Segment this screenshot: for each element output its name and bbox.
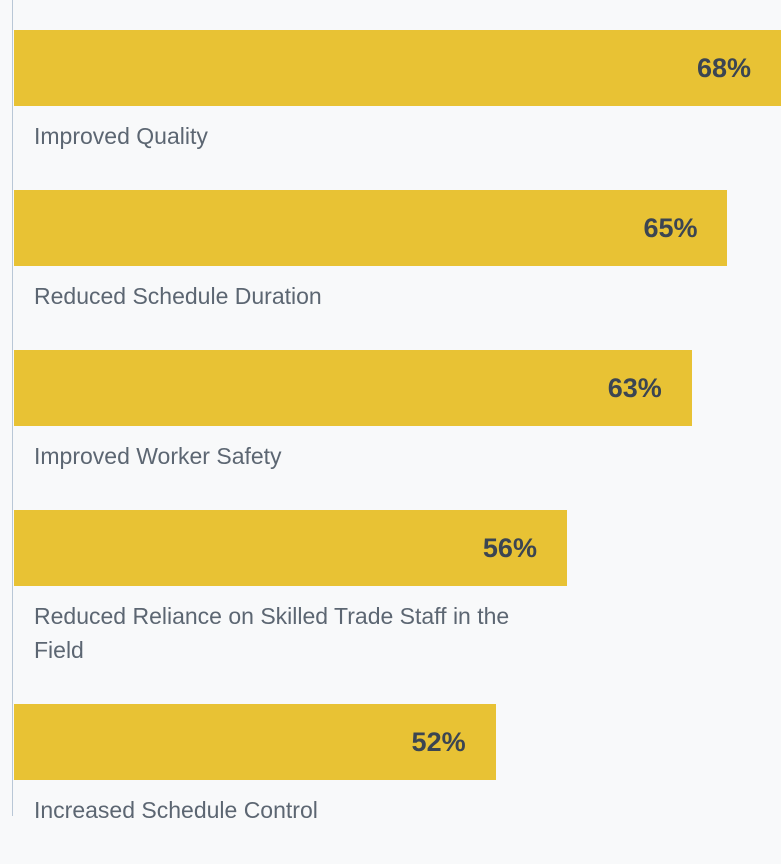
bar-item: 63% Improved Worker Safety: [14, 350, 781, 473]
bar-item: 65% Reduced Schedule Duration: [14, 190, 781, 313]
bar-item: 68% Improved Quality: [14, 30, 781, 153]
bar: 52%: [14, 704, 496, 780]
bar-item: 52% Increased Schedule Control: [14, 704, 781, 827]
bar: 68%: [14, 30, 781, 106]
value-label: 63%: [607, 373, 662, 403]
axis-line: [12, 0, 13, 816]
category-label: Reduced Reliance on Skilled Trade Staff …: [34, 603, 510, 663]
bar: 65%: [14, 190, 728, 266]
chart: 68% Improved Quality 65% Reduced Schedule D…: [14, 30, 781, 864]
bar: 56%: [14, 510, 567, 586]
category-label: Increased Schedule Control: [34, 797, 318, 823]
category-label: Improved Quality: [34, 123, 208, 149]
page: 68% Improved Quality 65% Reduced Schedule D…: [12, 0, 781, 823]
value-label: 68%: [696, 53, 751, 83]
category-label: Improved Worker Safety: [34, 443, 282, 469]
value-label: 65%: [643, 213, 698, 243]
bar: 63%: [14, 350, 692, 426]
category-label: Reduced Schedule Duration: [34, 283, 322, 309]
value-label: 52%: [411, 727, 466, 757]
bar-item: 56% Reduced Reliance on Skilled Trade Sta…: [14, 510, 781, 667]
value-label: 56%: [482, 533, 537, 563]
